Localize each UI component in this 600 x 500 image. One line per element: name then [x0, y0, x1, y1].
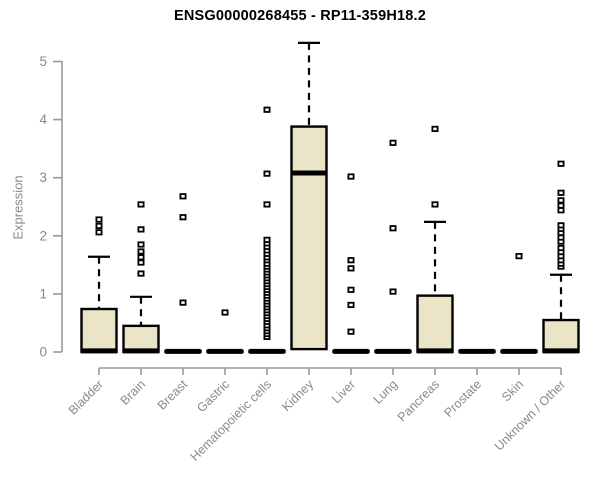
outlier-point	[347, 257, 355, 264]
box-rect	[542, 318, 580, 354]
x-tick-label-brain: Brain	[118, 377, 149, 408]
outlier-point	[137, 270, 145, 277]
outlier-point	[515, 253, 523, 260]
box-rect	[80, 307, 118, 354]
box-brain	[122, 201, 160, 354]
x-tick-label-prostate: Prostate	[441, 377, 484, 420]
y-tick-label: 5	[39, 54, 47, 69]
chart-title: ENSG00000268455 - RP11-359H18.2	[173, 8, 427, 24]
outlier-point	[347, 328, 355, 335]
x-tick-label-breast: Breast	[155, 377, 191, 413]
outlier-point	[557, 222, 565, 229]
outlier-point	[95, 222, 103, 230]
outlier-point	[431, 125, 439, 132]
y-tick-label: 1	[39, 286, 47, 301]
outlier-point	[95, 216, 103, 223]
box-kidney	[290, 41, 328, 351]
y-tick-label: 3	[39, 170, 47, 185]
outlier-point	[557, 202, 565, 209]
outlier-point	[137, 241, 145, 248]
outlier-point	[557, 207, 565, 214]
outlier-point	[179, 214, 187, 221]
box-prostate	[458, 348, 496, 354]
outlier-point	[263, 106, 271, 113]
outlier-point	[263, 170, 271, 177]
box-rect	[416, 294, 454, 354]
box-liver	[332, 173, 370, 354]
box-skin	[500, 253, 538, 354]
x-tick-label-skin: Skin	[499, 377, 526, 404]
outlier-point	[137, 226, 145, 233]
box-rect	[290, 125, 328, 351]
outlier-point	[557, 244, 565, 252]
outlier-point	[347, 301, 355, 309]
outlier-point	[347, 265, 355, 272]
outlier-point	[389, 225, 397, 232]
box-lung	[374, 139, 412, 354]
box-rect	[122, 324, 160, 354]
outlier-point	[137, 254, 145, 261]
x-tick-label-lung: Lung	[371, 377, 401, 407]
outlier-point	[137, 201, 145, 208]
box-bladder	[80, 216, 118, 354]
outlier-point	[137, 259, 145, 266]
y-tick-label: 4	[39, 112, 47, 127]
outlier-point	[557, 189, 565, 196]
box-gastric	[206, 309, 244, 354]
x-tick-label-pancreas: Pancreas	[395, 377, 442, 424]
x-tick-label-liver: Liver	[329, 377, 358, 406]
box-hematopoietic-cells	[248, 106, 286, 354]
outlier-point	[557, 234, 565, 241]
outlier-point	[263, 236, 271, 243]
x-tick-label-kidney: Kidney	[279, 377, 316, 414]
x-tick-label-unknown-other: Unknown / Other	[492, 377, 568, 453]
y-tick-label: 2	[39, 228, 47, 243]
outlier-point	[431, 201, 439, 208]
outlier-point	[221, 309, 229, 316]
box-unknown-other	[542, 160, 580, 354]
x-tick-label-gastric: Gastric	[194, 377, 232, 415]
outlier-point	[95, 229, 103, 236]
box-breast	[164, 193, 202, 354]
outlier-point	[389, 139, 397, 146]
outlier-point	[557, 160, 565, 167]
outlier-point	[347, 173, 355, 180]
outlier-point	[347, 286, 355, 293]
outlier-point	[179, 193, 187, 200]
outlier-point	[179, 299, 187, 306]
x-tick-label-bladder: Bladder	[66, 377, 106, 417]
x-tick-label-hematopoietic-cells: Hematopoietic cells	[188, 377, 275, 464]
outlier-point	[137, 248, 145, 255]
outlier-point	[557, 197, 565, 204]
outlier-point	[389, 288, 397, 295]
box-pancreas	[416, 125, 454, 354]
outlier-point	[263, 201, 271, 208]
y-tick-label: 0	[39, 345, 47, 360]
